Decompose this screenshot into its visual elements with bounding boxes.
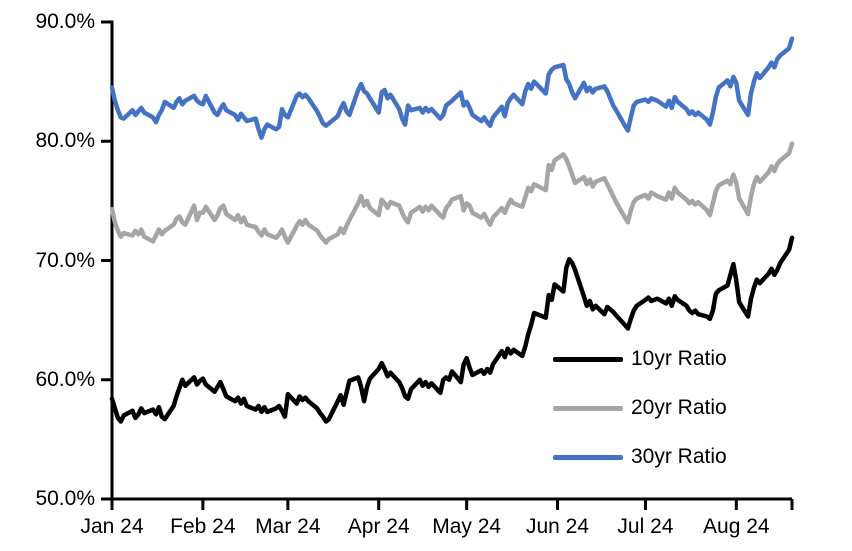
legend: 10yr Ratio 20yr Ratio 30yr Ratio: [553, 346, 727, 470]
x-tick-label: Jun 24: [525, 515, 590, 538]
x-tick-label: Mar 24: [255, 515, 321, 538]
legend-item-30yr-ratio: 30yr Ratio: [553, 444, 727, 470]
x-tick-label: Apr 24: [347, 515, 410, 538]
x-tick-label: Jan 24: [80, 515, 144, 538]
legend-item-20yr-ratio: 20yr Ratio: [553, 395, 727, 421]
x-tick-label: Jul 24: [617, 515, 674, 538]
y-tick-label: 80.0%: [35, 129, 95, 153]
series-line-10yr-ratio: [109, 235, 795, 424]
y-tick-label: 60.0%: [35, 367, 95, 391]
y-tick-label: 50.0%: [35, 487, 95, 510]
legend-line-swatch-10yr: [553, 356, 623, 362]
series-line-30yr-ratio: [109, 36, 795, 140]
legend-line-swatch-20yr: [553, 405, 623, 411]
x-tick-label: May 24: [432, 515, 502, 538]
series-line-20yr-ratio: [109, 141, 795, 245]
legend-label-10yr: 10yr Ratio: [631, 347, 727, 370]
x-tick-label: Aug 24: [703, 515, 770, 538]
y-tick-label: 70.0%: [35, 248, 95, 272]
legend-item-10yr-ratio: 10yr Ratio: [553, 346, 727, 372]
legend-line-swatch-30yr: [553, 454, 623, 460]
legend-label-30yr: 30yr Ratio: [631, 445, 727, 468]
x-tick-label: Feb 24: [170, 515, 236, 538]
legend-label-20yr: 20yr Ratio: [631, 396, 727, 419]
axis-lines: [110, 20, 792, 501]
y-tick-label: 90.0%: [35, 10, 95, 33]
axis-ticks: [101, 20, 794, 510]
